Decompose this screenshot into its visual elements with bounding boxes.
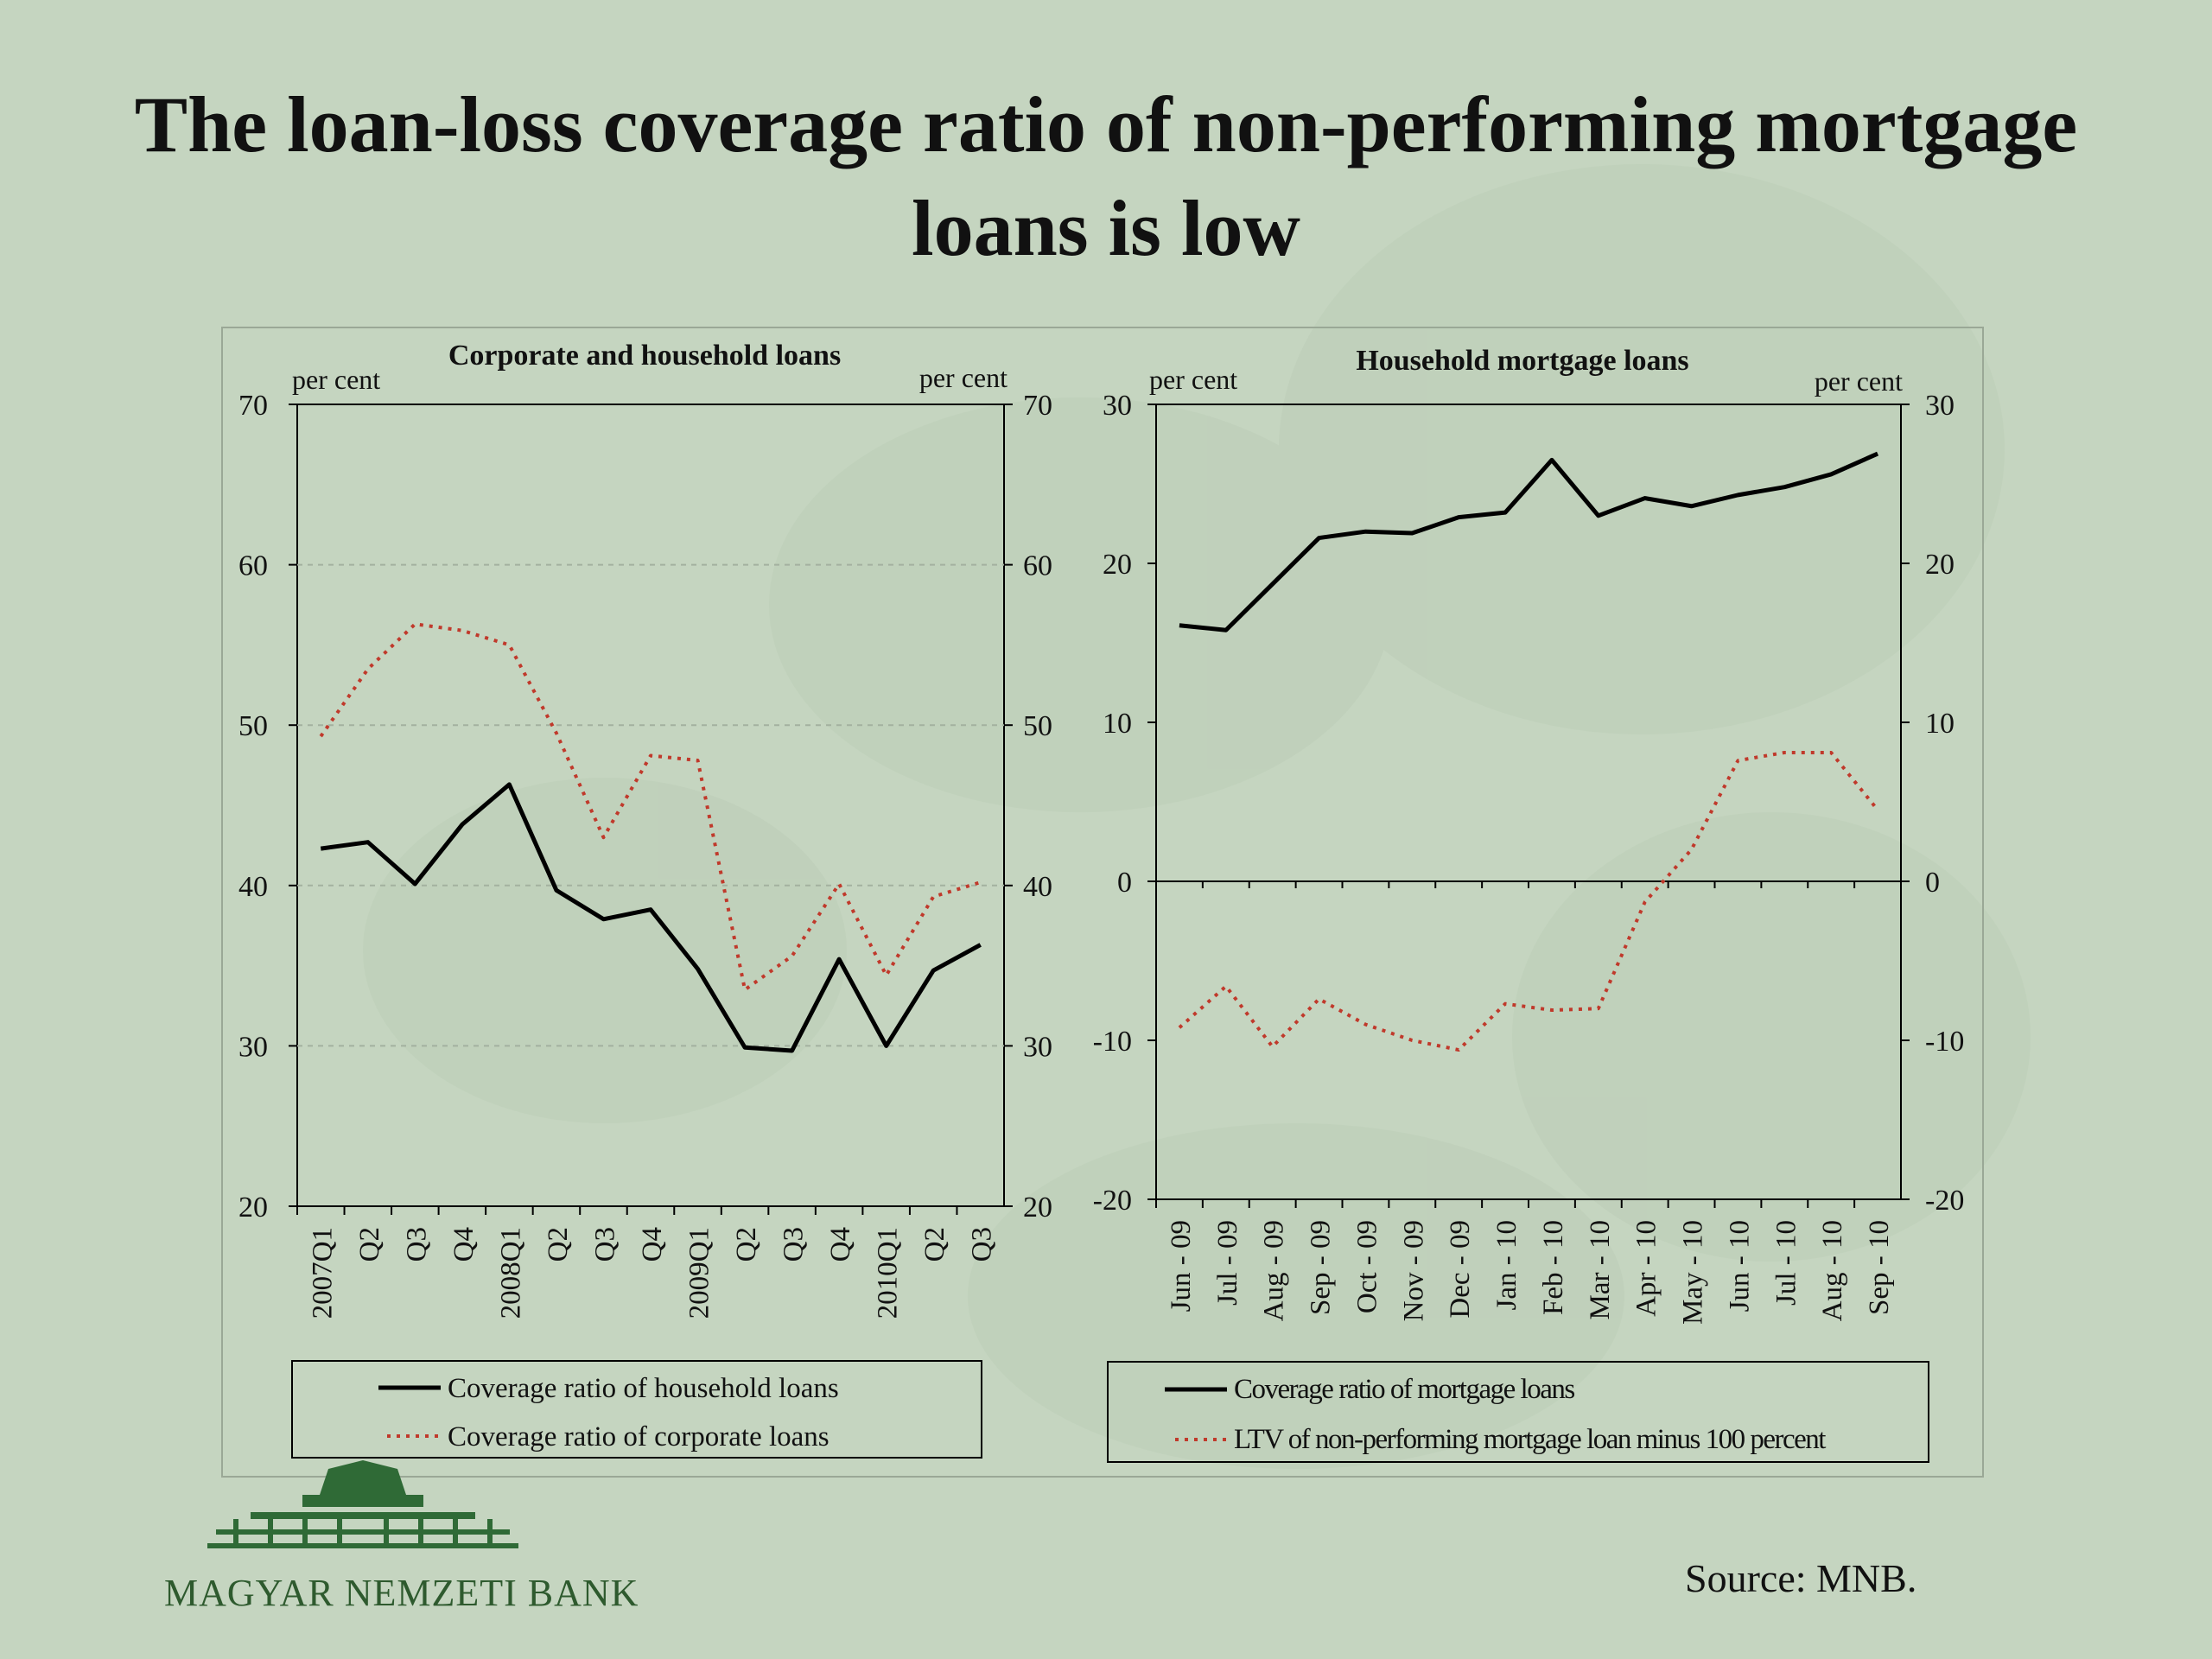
right-ytick-label-left: 20 [1103, 549, 1132, 581]
legend-household-loans: Coverage ratio of household loans [448, 1373, 839, 1404]
right-ytick-label-right: 10 [1925, 708, 1955, 740]
left-xtick-label: Q3 [589, 1227, 620, 1262]
right-series-line-1 [1178, 750, 1879, 1052]
left-ytick-label-right: 70 [1023, 390, 1052, 422]
right-xtick-label: Jul - 10 [1770, 1220, 1802, 1306]
chart-corporate-household: Corporate and household loans per cent p… [238, 340, 1052, 1459]
left-xtick-label: 2010Q1 [873, 1227, 904, 1319]
mnb-logo [199, 1460, 527, 1581]
right-ytick-label-right: 0 [1925, 867, 1940, 899]
left-series-line-1 [319, 622, 982, 992]
right-xtick-label: Apr - 10 [1631, 1220, 1662, 1317]
chart-left-unit-left: per cent [292, 364, 380, 395]
left-series-line-0 [320, 782, 982, 1053]
right-xtick-label: Aug - 09 [1259, 1220, 1290, 1321]
left-xtick-label: Q2 [731, 1227, 762, 1262]
right-ytick-label-left: 10 [1103, 708, 1132, 740]
right-xtick-label: Feb - 10 [1538, 1220, 1569, 1315]
left-ytick-label-left: 50 [238, 710, 268, 742]
left-ytick-label-left: 60 [238, 550, 268, 582]
chart-right-title: Household mortgage loans [1356, 345, 1688, 377]
left-xtick-label: Q4 [825, 1227, 856, 1262]
left-ytick-label-left: 70 [238, 390, 268, 422]
title-line-1: The loan-loss coverage ratio of non-perf… [134, 80, 2078, 168]
legend-ltv: LTV of non-performing mortgage loan minu… [1234, 1424, 1826, 1455]
right-xtick-label: May - 10 [1678, 1220, 1709, 1325]
right-xtick-label: Jun - 09 [1166, 1220, 1197, 1312]
right-ytick-label-left: 0 [1117, 867, 1132, 899]
right-xtick-label: Jun - 10 [1724, 1220, 1755, 1312]
chart-left-unit-right: per cent [919, 362, 1007, 393]
mnb-emblem-icon [207, 1460, 518, 1548]
right-ytick-label-left: -10 [1094, 1026, 1132, 1058]
right-xtick-label: Sep - 10 [1864, 1220, 1895, 1315]
left-ytick-label-right: 50 [1023, 710, 1052, 742]
right-ytick-label-left: 30 [1103, 390, 1132, 422]
chart-left-legend: Coverage ratio of household loans Covera… [291, 1360, 982, 1459]
right-ytick-label-right: -20 [1925, 1185, 1964, 1217]
chart-right-unit-right: per cent [1815, 365, 1903, 397]
left-xtick-label: Q3 [967, 1227, 998, 1262]
chart-left-title: Corporate and household loans [448, 340, 841, 372]
chart-household-mortgage: Household mortgage loans per cent per ce… [1094, 345, 1964, 1463]
left-xtick-label: 2009Q1 [684, 1227, 715, 1319]
left-ytick-label-right: 30 [1023, 1031, 1052, 1063]
right-xtick-label: Oct - 09 [1351, 1220, 1382, 1313]
left-xtick-label: 2008Q1 [495, 1227, 526, 1319]
right-xtick-label: Sep - 09 [1306, 1220, 1337, 1315]
left-xtick-label: Q3 [779, 1227, 810, 1262]
left-ytick-label-left: 30 [238, 1031, 268, 1063]
left-ytick-label-right: 40 [1023, 871, 1052, 903]
left-ytick-label-left: 20 [238, 1192, 268, 1224]
title-line-2: loans is low [912, 184, 1300, 272]
chart-left-plot-area [296, 404, 1005, 1207]
right-ytick-label-right: -10 [1925, 1026, 1964, 1058]
left-ytick-label-right: 20 [1023, 1192, 1052, 1224]
legend-corporate-loans: Coverage ratio of corporate loans [448, 1421, 830, 1452]
left-xtick-label: 2007Q1 [307, 1227, 338, 1319]
right-xtick-label: Mar - 10 [1585, 1220, 1616, 1319]
right-ytick-label-right: 20 [1925, 549, 1955, 581]
right-series-line-0 [1179, 451, 1879, 632]
left-xtick-label: Q4 [448, 1227, 480, 1262]
legend-mortgage-coverage: Coverage ratio of mortgage loans [1234, 1374, 1574, 1405]
left-xtick-label: Q2 [919, 1227, 950, 1262]
left-ytick-label-left: 40 [238, 871, 268, 903]
right-xtick-label: Aug - 10 [1817, 1220, 1848, 1321]
left-xtick-label: Q3 [401, 1227, 432, 1262]
left-ytick-label-right: 60 [1023, 550, 1052, 582]
right-xtick-label: Nov - 09 [1398, 1220, 1429, 1321]
left-xtick-label: Q2 [543, 1227, 574, 1262]
source-note: Source: MNB. [1685, 1556, 1917, 1600]
chart-right-legend: Coverage ratio of mortgage loans LTV of … [1107, 1361, 1929, 1463]
right-xtick-label: Jul - 09 [1212, 1220, 1243, 1306]
right-ytick-label-left: -20 [1094, 1185, 1132, 1217]
right-ytick-label-right: 30 [1925, 390, 1955, 422]
chart-right-plot-area [1155, 404, 1902, 1200]
left-xtick-label: Q2 [354, 1227, 385, 1262]
charts-frame [221, 327, 1984, 1478]
left-xtick-label: Q4 [637, 1227, 668, 1262]
chart-right-unit-left: per cent [1149, 364, 1237, 395]
right-xtick-label: Dec - 09 [1445, 1220, 1476, 1319]
page-title: The loan-loss coverage ratio of non-perf… [0, 73, 2212, 280]
right-xtick-label: Jan - 10 [1491, 1220, 1522, 1310]
mnb-logo-text: MAGYAR NEMZETI BANK [164, 1572, 639, 1614]
